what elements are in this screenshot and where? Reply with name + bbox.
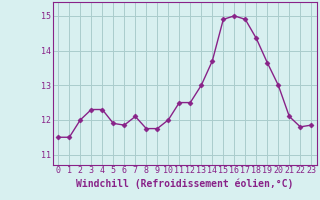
X-axis label: Windchill (Refroidissement éolien,°C): Windchill (Refroidissement éolien,°C) [76,178,293,189]
